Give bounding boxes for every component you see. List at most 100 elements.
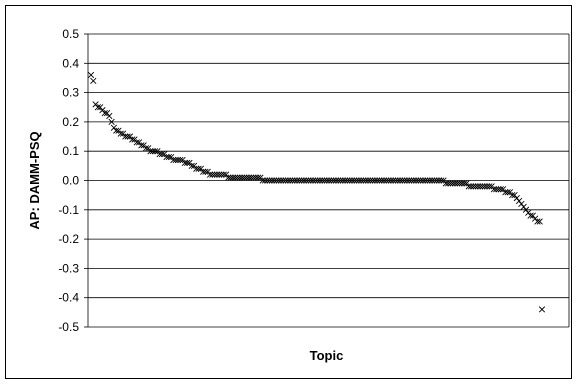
data-point [419,177,427,184]
data-point [257,174,264,181]
data-point [101,109,108,117]
data-point [396,177,404,184]
data-point [220,171,227,178]
data-point [454,180,461,187]
data-point [504,189,511,196]
data-point [488,183,495,190]
data-point [113,127,120,134]
data-point [119,130,127,137]
data-point [277,177,285,184]
data-point [399,177,406,184]
data-point [479,183,486,190]
data-point [181,159,188,167]
data-point [522,206,530,213]
data-point [527,212,534,219]
data-point [271,177,278,184]
data-point [184,159,191,167]
data-point [328,177,335,184]
y-axis-title: AP: DAMM-PSQ [27,131,42,229]
data-point [332,177,340,184]
data-point [316,177,324,184]
data-point [337,177,344,184]
y-tick-label: 0.3 [62,86,79,100]
data-point [200,168,207,175]
data-point [442,180,449,187]
data-point [222,171,230,178]
data-point [412,177,420,184]
data-point [348,177,356,184]
data-point [390,177,397,184]
data-point [108,118,115,126]
data-point [406,177,413,184]
data-markers [87,71,546,313]
data-point [275,177,282,184]
data-point [202,168,209,175]
data-point [513,194,520,202]
data-point [438,177,445,184]
data-point [378,177,385,184]
data-point [325,177,333,184]
data-point [252,174,259,181]
chart-frame [5,5,572,379]
y-tick-label: -0.1 [58,203,79,217]
data-point [314,177,321,184]
data-point [305,177,312,184]
data-point [344,177,351,184]
data-point [451,180,459,187]
data-point [474,183,482,190]
data-point [465,183,472,190]
data-point [298,177,305,184]
data-point [355,177,362,184]
data-point [415,177,422,184]
data-point [312,177,319,184]
data-point [126,133,134,140]
data-point [188,162,195,169]
data-point [250,174,257,181]
data-point [140,142,147,149]
data-point [97,104,104,111]
data-point [515,197,523,205]
data-point [158,151,166,158]
data-point [236,174,243,181]
data-point [300,177,308,184]
data-point [380,177,388,184]
data-point [273,177,280,184]
data-point [234,174,241,181]
data-point [518,200,525,208]
data-point [232,174,239,181]
data-point [445,180,452,187]
data-point [99,107,106,114]
data-point [94,104,101,111]
data-point [245,174,253,181]
data-point [392,177,399,184]
data-point [417,177,424,184]
data-point [117,130,124,137]
data-point [168,153,175,161]
data-point [186,159,193,167]
data-point [307,177,314,184]
data-point [449,180,456,187]
data-point [261,177,269,184]
data-point [115,127,122,134]
data-point [163,153,170,161]
y-tick-label: 0.5 [62,27,79,41]
data-point [206,171,214,178]
data-point [92,101,99,108]
data-point [371,177,378,184]
data-point [229,174,237,181]
data-point [534,218,541,225]
data-point [293,177,301,184]
data-point [124,133,131,140]
data-point [493,186,500,193]
data-point [499,186,507,193]
data-point [110,124,118,131]
y-tick-label: 0.1 [62,144,79,158]
data-point [154,148,161,155]
data-point [428,177,436,184]
data-point [472,183,479,190]
data-point [401,177,408,184]
data-point [529,212,536,219]
data-point [481,183,488,190]
data-point [106,112,113,120]
data-point [440,177,447,184]
